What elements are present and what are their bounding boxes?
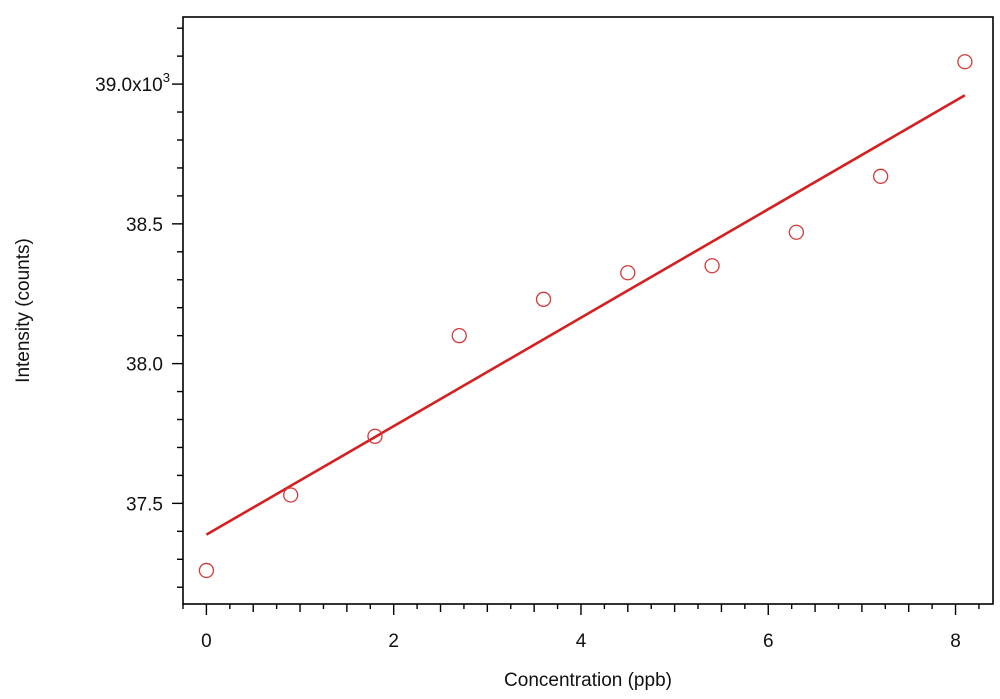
y-axis-title: Intensity (counts) bbox=[13, 238, 34, 383]
x-tick-label: 4 bbox=[576, 631, 587, 652]
plot-frame bbox=[182, 16, 994, 605]
y-tick-label: 38.5 bbox=[126, 215, 163, 236]
x-axis-title: Concentration (ppb) bbox=[504, 670, 672, 691]
x-tick-label: 6 bbox=[763, 631, 774, 652]
x-tick-label: 0 bbox=[201, 631, 212, 652]
data-point bbox=[788, 224, 805, 240]
y-tick-label: 39.0x103 bbox=[95, 70, 170, 96]
data-point bbox=[620, 265, 636, 281]
data-points bbox=[198, 54, 973, 579]
fit-line bbox=[205, 94, 966, 536]
data-point bbox=[872, 168, 889, 184]
data-point bbox=[704, 258, 720, 274]
y-tick-label: 38.0 bbox=[126, 355, 163, 376]
data-point bbox=[535, 291, 552, 307]
data-point bbox=[367, 428, 383, 444]
x-tick-label: 2 bbox=[388, 631, 399, 652]
fit-line-layer bbox=[205, 94, 966, 536]
data-point bbox=[198, 562, 215, 579]
y-tick-label: 37.5 bbox=[126, 494, 163, 515]
x-tick-labels: 0 2 4 6 8 bbox=[201, 631, 961, 652]
data-point bbox=[451, 328, 467, 344]
y-exponent: 3 bbox=[163, 70, 170, 85]
data-point bbox=[957, 54, 973, 70]
y-tick-labels: 37.5 38.0 38.5 39.0x103 bbox=[95, 70, 170, 515]
x-tick-label: 8 bbox=[950, 631, 961, 652]
data-point bbox=[283, 487, 299, 503]
axis-ticks bbox=[172, 27, 980, 615]
